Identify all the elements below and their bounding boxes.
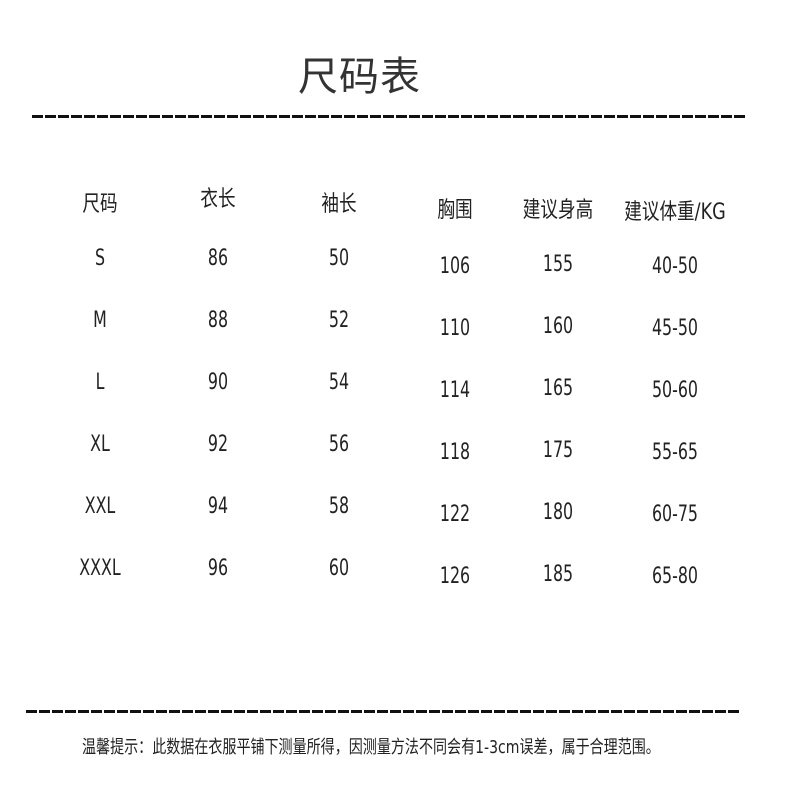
table-cell: 86 xyxy=(207,246,229,271)
table-cell: 60-75 xyxy=(651,502,699,527)
table-cell: 90 xyxy=(207,370,229,395)
size-label: L xyxy=(95,370,105,395)
table-cell: 118 xyxy=(439,440,471,465)
table-cell: 58 xyxy=(328,494,350,519)
bottom-divider xyxy=(26,710,740,713)
table-cell: 50 xyxy=(328,246,350,271)
page-title: 尺码表 xyxy=(298,54,421,100)
table-cell: 60 xyxy=(328,556,350,581)
column-header: 尺码 xyxy=(82,192,118,217)
table-cell: 155 xyxy=(542,252,574,277)
table-cell: 92 xyxy=(207,432,229,457)
top-divider xyxy=(32,115,746,118)
column-header: 胸围 xyxy=(437,198,473,223)
size-label: S xyxy=(94,246,106,271)
table-cell: 180 xyxy=(542,500,574,525)
table-cell: 65-80 xyxy=(651,564,699,589)
column-header: 袖长 xyxy=(321,192,357,217)
table-cell: 45-50 xyxy=(651,316,699,341)
footer-note: 温馨提示：此数据在衣服平铺下测量所得，因测量方法不同会有1-3cm误差，属于合理… xyxy=(82,737,660,758)
table-cell: 185 xyxy=(542,562,574,587)
column-header: 建议身高 xyxy=(522,198,594,223)
column-header: 衣长 xyxy=(200,187,236,212)
table-cell: 106 xyxy=(439,254,471,279)
table-cell: 50-60 xyxy=(651,378,699,403)
table-cell: 94 xyxy=(207,494,229,519)
table-cell: 55-65 xyxy=(651,440,699,465)
size-label: M xyxy=(93,308,107,333)
table-cell: 54 xyxy=(328,370,350,395)
table-cell: 126 xyxy=(439,564,471,589)
table-cell: 96 xyxy=(207,556,229,581)
table-cell: 160 xyxy=(542,314,574,339)
table-cell: 165 xyxy=(542,376,574,401)
size-label: XL xyxy=(90,432,110,457)
table-cell: 122 xyxy=(439,502,471,527)
table-cell: 114 xyxy=(439,378,471,403)
column-header: 建议体重/KG xyxy=(624,200,726,225)
table-cell: 52 xyxy=(328,308,350,333)
table-cell: 56 xyxy=(328,432,350,457)
table-cell: 88 xyxy=(207,308,229,333)
size-label: XXL xyxy=(84,494,116,519)
size-label: XXXL xyxy=(79,556,121,581)
table-cell: 110 xyxy=(439,316,471,341)
table-cell: 175 xyxy=(542,438,574,463)
table-cell: 40-50 xyxy=(651,254,699,279)
